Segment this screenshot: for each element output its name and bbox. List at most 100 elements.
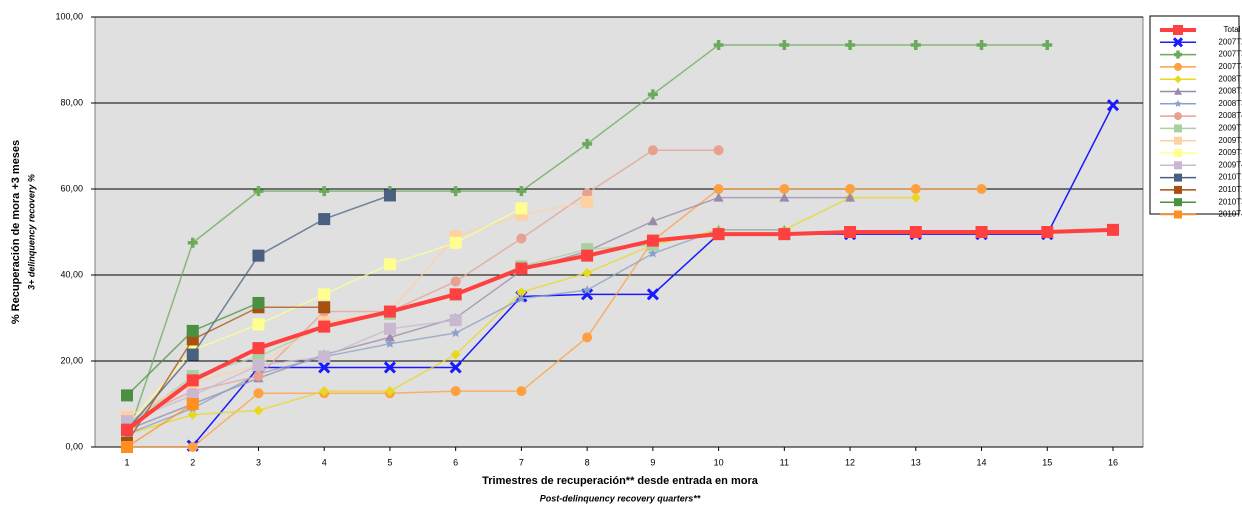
marker (516, 287, 527, 298)
marker (318, 350, 331, 363)
marker (1174, 149, 1182, 157)
marker (318, 361, 331, 374)
marker (1174, 124, 1182, 133)
x-tick-label: 8 (585, 457, 590, 467)
marker (1174, 62, 1182, 71)
marker (1174, 112, 1182, 121)
marker (910, 192, 921, 203)
series-line (126, 306, 325, 444)
legend-item: 2009T3 (1160, 148, 1242, 157)
marker (975, 226, 988, 238)
x-tick-label: 12 (845, 457, 855, 467)
legend-label: 2010T3 (1218, 197, 1242, 206)
legend-item: Total (1160, 25, 1241, 35)
marker (647, 89, 658, 100)
legend-label: 2008T3 (1218, 99, 1242, 108)
marker (318, 213, 331, 226)
marker (121, 423, 133, 436)
marker (383, 305, 396, 318)
marker (712, 228, 725, 241)
marker (845, 192, 856, 202)
marker (449, 361, 462, 374)
legend-item: 2008T1 (1160, 74, 1242, 83)
marker (976, 39, 987, 50)
legend-label: 2009T1 (1218, 124, 1242, 133)
marker (449, 236, 462, 249)
marker (713, 184, 724, 194)
marker (582, 332, 593, 343)
marker (121, 389, 133, 402)
x-tick-label: 10 (714, 457, 724, 467)
marker (252, 359, 265, 372)
marker (449, 314, 462, 327)
marker (516, 386, 527, 397)
legend-label: 2009T4 (1218, 160, 1242, 169)
marker (1042, 39, 1053, 50)
marker (253, 388, 264, 399)
marker (384, 386, 395, 397)
marker (383, 322, 396, 335)
marker (385, 338, 395, 348)
marker (1174, 210, 1182, 219)
x-tick-label: 4 (322, 457, 327, 467)
marker (910, 39, 921, 50)
series (121, 296, 265, 402)
y-tick-label: 100,00 (55, 11, 83, 21)
marker (252, 249, 265, 262)
marker (778, 228, 791, 241)
series-line (125, 227, 1114, 432)
marker (1174, 50, 1182, 59)
marker (1172, 37, 1184, 48)
marker (1174, 185, 1182, 194)
series-line (126, 319, 456, 422)
x-tick-label: 2 (190, 457, 195, 467)
marker (187, 409, 198, 420)
series-line (126, 196, 851, 431)
marker (646, 288, 659, 301)
y-tick-label: 60,00 (60, 183, 83, 193)
marker (516, 186, 527, 197)
marker (1174, 173, 1182, 182)
series-line (126, 149, 719, 422)
legend-item: 2010T4 (1160, 210, 1242, 219)
marker (450, 276, 461, 287)
marker (187, 442, 198, 452)
marker (976, 184, 987, 194)
marker (713, 145, 724, 156)
legend-item: 2007T3 (1160, 50, 1242, 59)
series-line (126, 201, 588, 418)
marker (1041, 226, 1054, 238)
x-tick-label: 5 (387, 457, 392, 467)
marker (121, 441, 133, 453)
marker (647, 145, 658, 156)
marker (449, 288, 462, 301)
legend-item: 2010T3 (1160, 197, 1242, 206)
marker (450, 328, 461, 338)
marker (252, 318, 265, 331)
x-tick-label: 14 (977, 457, 987, 467)
marker (647, 216, 658, 226)
legend-label: 2008T1 (1218, 74, 1242, 83)
marker (582, 267, 593, 278)
marker (845, 39, 856, 50)
legend-label: 2010T1 (1218, 173, 1242, 182)
marker (516, 293, 527, 303)
legend-item: 2009T1 (1160, 124, 1242, 133)
marker (1174, 136, 1182, 145)
marker (1174, 99, 1182, 108)
legend-item: 2008T3 (1160, 99, 1242, 108)
marker (186, 348, 199, 361)
marker (383, 361, 396, 374)
legend-label: 2007T4 (1218, 62, 1242, 71)
marker (582, 138, 593, 149)
legend-label: 2010T4 (1218, 210, 1242, 219)
marker (1174, 75, 1182, 84)
marker (1174, 161, 1182, 170)
marker (450, 349, 461, 360)
x-tick-label: 15 (1042, 457, 1052, 467)
